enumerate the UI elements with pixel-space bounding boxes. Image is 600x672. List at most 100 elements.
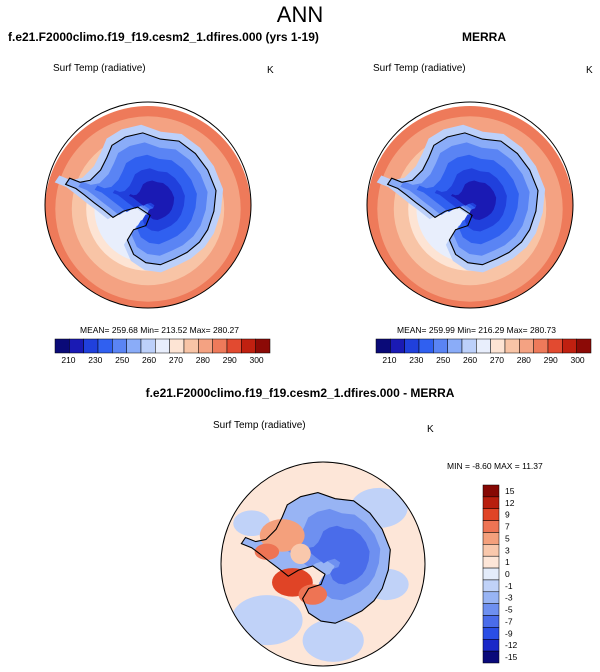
- colorbar-tick-label: 260: [463, 355, 477, 365]
- warm-bias-4: [290, 543, 311, 564]
- colorbar-tick-label: -1: [505, 581, 513, 591]
- colorbar-cell: [97, 338, 113, 354]
- colorbar-tick-label: -7: [505, 616, 513, 626]
- colorbar-cell: [476, 338, 491, 354]
- colorbar-tick-label: 9: [505, 510, 510, 520]
- panel1-variable: Surf Temp (radiative): [53, 63, 146, 74]
- colorbar-tick-label: 3: [505, 545, 510, 555]
- colorbar-cell: [255, 338, 271, 354]
- panel2-title: MERRA: [462, 30, 506, 44]
- colorbar-cell: [212, 338, 228, 354]
- colorbar-tick-label: 0: [505, 569, 510, 579]
- colorbar-cell: [126, 338, 142, 354]
- colorbar-cell: [482, 627, 500, 640]
- colorbar-tick-label: -3: [505, 593, 513, 603]
- colorbar-cell: [447, 338, 463, 354]
- colorbar-cell: [169, 338, 185, 354]
- panel2-stats: MEAN= 259.99 Min= 216.29 Max= 280.73: [397, 325, 557, 335]
- colorbar-cell: [482, 555, 500, 569]
- colorbar-cell: [482, 639, 500, 652]
- colorbar-1: 210 230 250 260 270 280 290 300: [54, 338, 271, 365]
- ocean-diff-blob-0: [231, 595, 303, 646]
- colorbar-tick-label: 210: [61, 355, 75, 365]
- antarctica-outline: [386, 132, 539, 266]
- ocean-diff-blob-3: [233, 510, 270, 537]
- colorbar-tick-label: 270: [490, 355, 504, 365]
- warm-bias-3: [254, 543, 280, 560]
- colorbar-tick-label: 1: [505, 557, 510, 567]
- panel2-units: K: [586, 65, 593, 76]
- colorbar-cell: [482, 484, 500, 498]
- colorbar-cell: [418, 338, 434, 354]
- colorbar-cell: [490, 338, 506, 354]
- colorbar-tick-label: -9: [505, 628, 513, 638]
- panel3-variable: Surf Temp (radiative): [213, 420, 306, 431]
- panel3-units: K: [427, 424, 434, 435]
- colorbar-cell: [482, 544, 500, 557]
- colorbar-tick-label: 230: [409, 355, 423, 365]
- colorbar-tick-label: 290: [544, 355, 558, 365]
- colorbar-tick-label: 300: [570, 355, 584, 365]
- colorbar-cell: [54, 338, 70, 354]
- colorbar-tick-label: 270: [169, 355, 183, 365]
- panel3-title: f.e21.F2000climo.f19_f19.cesm2_1.dfires.…: [145, 386, 455, 400]
- colorbar-cell: [183, 338, 199, 354]
- ice-band-5: [451, 180, 497, 220]
- colorbar-cell: [404, 338, 420, 354]
- colorbar-tick-label: 280: [517, 355, 531, 365]
- colorbar-cell: [482, 603, 500, 616]
- colorbar-cell: [140, 338, 156, 354]
- colorbar-cell: [433, 338, 448, 354]
- map-boundary: [44, 101, 252, 309]
- colorbar-cell: [482, 579, 500, 593]
- map-panel-1: [44, 101, 252, 309]
- colorbar-tick-label: 5: [505, 533, 510, 543]
- colorbar-cell: [226, 338, 242, 354]
- colorbar-cell: [547, 338, 563, 354]
- map-panel-3: [220, 461, 426, 667]
- colorbar-cell: [112, 338, 127, 354]
- colorbar-cell: [562, 338, 577, 354]
- colorbar-cell: [482, 520, 500, 533]
- colorbar-cell: [504, 338, 520, 354]
- ice-diff-core: [302, 525, 370, 585]
- colorbar-cell: [198, 338, 213, 354]
- colorbar-cell: [461, 338, 477, 354]
- colorbar-cell: [482, 650, 500, 664]
- colorbar-tick-label: 290: [223, 355, 237, 365]
- panel1-title: f.e21.F2000climo.f19_f19.cesm2_1.dfires.…: [8, 30, 319, 44]
- colorbar-cell: [482, 508, 500, 521]
- panel1-units: K: [267, 65, 274, 76]
- colorbar-tick-label: -15: [505, 652, 518, 662]
- colorbar-cell: [390, 338, 405, 354]
- colorbar-tick-label: 250: [115, 355, 129, 365]
- colorbar-2: 210 230 250 260 270 280 290 300: [375, 338, 592, 365]
- antarctica-outline: [240, 492, 391, 624]
- colorbar-cell: [482, 496, 500, 509]
- colorbar-tick-label: 7: [505, 522, 510, 532]
- colorbar-tick-label: 210: [382, 355, 396, 365]
- ocean-diff-blob-4: [302, 619, 364, 662]
- colorbar-tick-label: 15: [505, 486, 515, 496]
- colorbar-cell: [519, 338, 534, 354]
- colorbar-cell: [69, 338, 84, 354]
- colorbar-cell: [482, 615, 500, 628]
- colorbar-cell: [375, 338, 391, 354]
- colorbar-3: 15 12 9 75 3 1 0 -1 -3 -5-7 -9 -12 -15: [482, 484, 518, 664]
- antarctica-outline: [64, 132, 217, 266]
- colorbar-tick-label: 260: [142, 355, 156, 365]
- colorbar-cell: [83, 338, 99, 354]
- colorbar-tick-label: 300: [249, 355, 263, 365]
- colorbar-cell: [533, 338, 549, 354]
- map-boundary: [366, 101, 574, 309]
- colorbar-tick-label: 230: [88, 355, 102, 365]
- panel2-variable: Surf Temp (radiative): [373, 63, 466, 74]
- panel3-stats: MIN = -8.60 MAX = 11.37: [447, 461, 543, 471]
- colorbar-cell: [482, 591, 500, 604]
- panel1-stats: MEAN= 259.68 Min= 213.52 Max= 280.27: [80, 325, 240, 335]
- colorbar-tick-label: -12: [505, 640, 518, 650]
- page-title: ANN: [276, 2, 324, 27]
- colorbar-cell: [155, 338, 170, 354]
